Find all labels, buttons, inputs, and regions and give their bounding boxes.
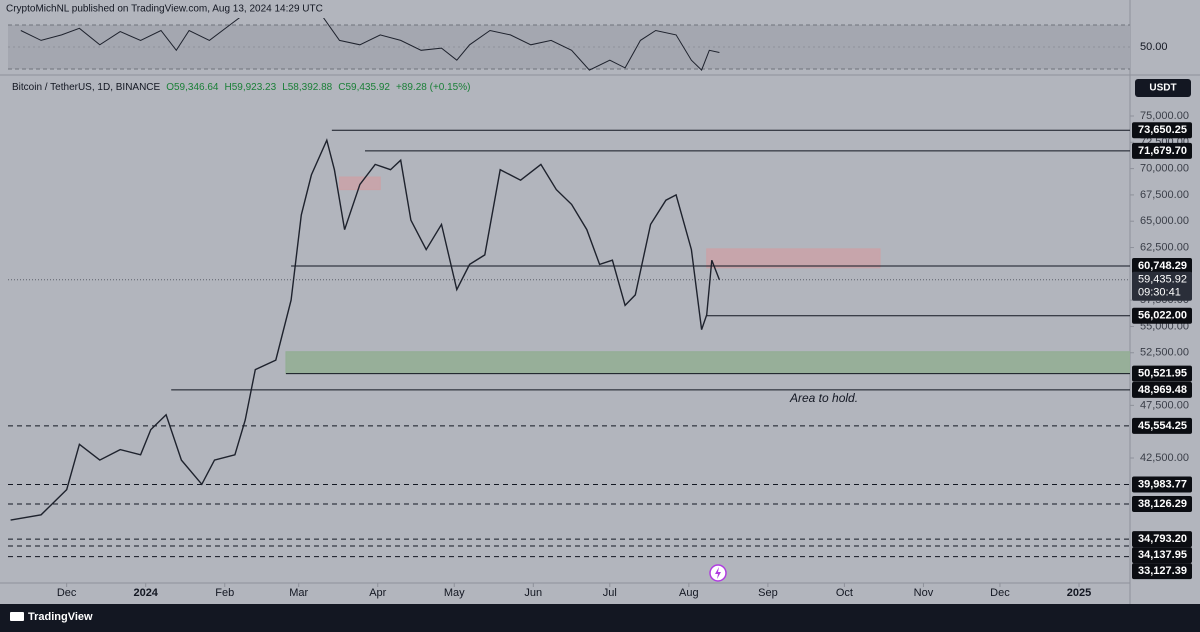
zone [706, 248, 881, 269]
level-label: 33,127.39 [1138, 565, 1187, 577]
level-label-box [1132, 257, 1192, 274]
y-tick-label: 47,500.00 [1140, 399, 1189, 411]
annotation: Area to hold. [789, 391, 858, 405]
level-label: 73,650.25 [1138, 124, 1187, 136]
level-label: 56,022.00 [1138, 310, 1187, 322]
zone [285, 351, 1130, 375]
currency-box [1135, 79, 1191, 97]
level-label: 34,793.20 [1138, 533, 1187, 545]
level-label: 38,126.29 [1138, 498, 1187, 510]
x-tick-label: 2024 [133, 587, 158, 599]
ohlc-value: C59,435.92 [338, 82, 390, 93]
y-tick-label: 75,000.00 [1140, 110, 1189, 122]
y-tick-label: 52,500.00 [1140, 347, 1189, 359]
currency: USDT [1149, 83, 1176, 94]
y-tick-label: 42,500.00 [1140, 452, 1189, 464]
ohlc-value: L58,392.88 [282, 82, 332, 93]
level-label: 34,137.95 [1138, 549, 1187, 561]
level-label: 48,969.48 [1138, 384, 1187, 396]
y-tick-label: 65,000.00 [1140, 215, 1189, 227]
symbol-info: Bitcoin / TetherUS, 1D, BINANCE O59,346.6… [12, 82, 470, 93]
level-label-box [1132, 307, 1192, 324]
rsi-tick-label: 50.00 [1140, 41, 1168, 53]
x-tick-label: Oct [836, 587, 853, 599]
ohlc-value: O59,346.64 [166, 82, 219, 93]
level-label-box [1132, 496, 1192, 513]
rsi-line [20, 18, 720, 71]
level-label: 39,983.77 [1138, 478, 1187, 490]
rsi-pane [8, 18, 1130, 71]
logo [10, 612, 24, 621]
level-label-box [1132, 122, 1192, 139]
level-label: 60,748.29 [1138, 260, 1187, 272]
y-tick-label: 62,500.00 [1140, 241, 1189, 253]
price-pane [8, 129, 1130, 558]
y-tick-label: 67,500.00 [1140, 189, 1189, 201]
level-label-box [1132, 531, 1192, 548]
x-tick-label: Aug [679, 587, 699, 599]
level-label-box [1132, 547, 1192, 564]
x-tick-label: 2025 [1067, 587, 1091, 599]
countdown: 09:30:41 [1138, 287, 1181, 299]
x-tick-label: May [444, 587, 465, 599]
x-tick-label: Jul [603, 587, 617, 599]
level-label-box [1132, 476, 1192, 493]
current-price-box [1132, 271, 1192, 301]
level-label-box [1132, 365, 1192, 382]
level-label-box [1132, 563, 1192, 580]
event-icon-bolt [715, 567, 721, 579]
x-tick-label: Sep [758, 587, 778, 599]
footer-bar [0, 604, 1200, 632]
y-tick-label: 70,000.00 [1140, 163, 1189, 175]
x-tick-label: Dec [57, 587, 77, 599]
x-tick-label: Nov [914, 587, 934, 599]
level-label: 50,521.95 [1138, 367, 1187, 379]
ohlc-value: +89.28 (+0.15%) [396, 82, 471, 93]
x-tick-label: Mar [289, 587, 308, 599]
x-tick-label: Apr [369, 587, 386, 599]
level-label-box [1132, 417, 1192, 434]
publisher: CryptoMichNL published on TradingView.co… [6, 4, 323, 15]
x-tick-label: Jun [524, 587, 542, 599]
level-label-box [1132, 381, 1192, 398]
x-tick-label: Feb [215, 587, 234, 599]
footer-brand: TradingView [28, 611, 93, 623]
x-tick-label: Dec [990, 587, 1010, 599]
current-price-label: 59,435.92 [1138, 274, 1187, 286]
level-label: 71,679.70 [1138, 145, 1187, 157]
ohlc-value: H59,923.23 [224, 82, 276, 93]
symbol: Bitcoin / TetherUS, 1D, BINANCE [12, 82, 161, 93]
price-line [10, 138, 721, 521]
level-label-box [1132, 142, 1192, 159]
level-label: 45,554.25 [1138, 420, 1187, 432]
